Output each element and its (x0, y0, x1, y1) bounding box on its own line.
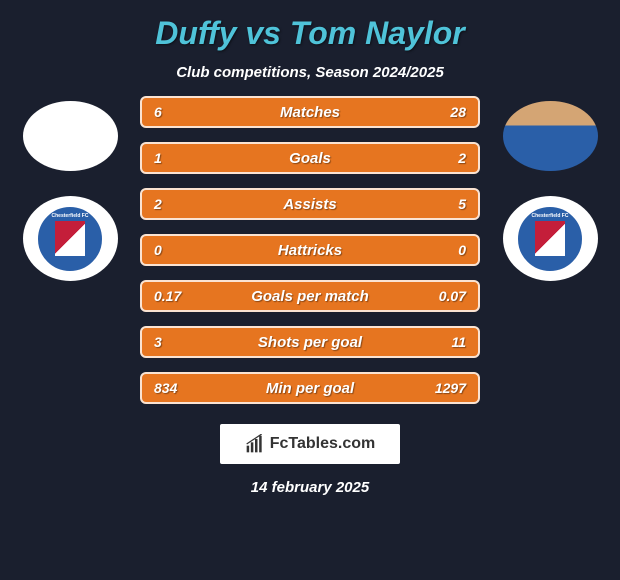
comparison-content: Chesterfield FC 6 Matches 28 1 Goals 2 2… (0, 96, 620, 404)
stat-row-min-per-goal: 834 Min per goal 1297 (140, 372, 480, 404)
stat-label: Goals per match (251, 288, 369, 305)
stat-right-value: 0 (458, 242, 466, 258)
player-right-club-logo: Chesterfield FC (503, 196, 598, 281)
right-player-column: Chesterfield FC (490, 96, 610, 281)
player-left-club-logo: Chesterfield FC (23, 196, 118, 281)
stat-right-value: 2 (458, 150, 466, 166)
stat-left-value: 0 (154, 242, 162, 258)
stat-left-value: 2 (154, 196, 162, 212)
player-right-avatar (503, 101, 598, 171)
stat-right-value: 5 (458, 196, 466, 212)
player-left-avatar (23, 101, 118, 171)
stat-left-value: 0.17 (154, 288, 181, 304)
stat-label: Matches (280, 104, 340, 121)
date-label: 14 february 2025 (251, 479, 369, 496)
stat-right-value: 28 (450, 104, 466, 120)
stat-left-value: 6 (154, 104, 162, 120)
stat-label: Shots per goal (258, 334, 362, 351)
chart-icon (245, 434, 265, 454)
stat-row-goals: 1 Goals 2 (140, 142, 480, 174)
footer-brand-text: FcTables.com (270, 435, 376, 453)
stats-table: 6 Matches 28 1 Goals 2 2 Assists 5 0 Hat… (140, 96, 480, 404)
stat-row-hattricks: 0 Hattricks 0 (140, 234, 480, 266)
stat-label: Goals (289, 150, 331, 167)
stat-row-shots-per-goal: 3 Shots per goal 11 (140, 326, 480, 358)
left-player-column: Chesterfield FC (10, 96, 130, 281)
stat-label: Min per goal (266, 380, 354, 397)
stat-right-value: 11 (451, 334, 466, 350)
page-title: Duffy vs Tom Naylor (155, 15, 464, 52)
stat-label: Hattricks (278, 242, 342, 259)
club-logo-text: Chesterfield FC (532, 213, 569, 219)
stat-right-value: 1297 (435, 380, 466, 396)
stat-row-goals-per-match: 0.17 Goals per match 0.07 (140, 280, 480, 312)
stat-right-value: 0.07 (439, 288, 466, 304)
stat-left-value: 1 (154, 150, 162, 166)
subtitle: Club competitions, Season 2024/2025 (176, 64, 444, 81)
stat-label: Assists (283, 196, 336, 213)
stat-row-assists: 2 Assists 5 (140, 188, 480, 220)
footer-brand-logo: FcTables.com (220, 424, 400, 464)
club-logo-text: Chesterfield FC (52, 213, 89, 219)
stat-left-value: 3 (154, 334, 162, 350)
stat-left-value: 834 (154, 380, 177, 396)
stat-row-matches: 6 Matches 28 (140, 96, 480, 128)
